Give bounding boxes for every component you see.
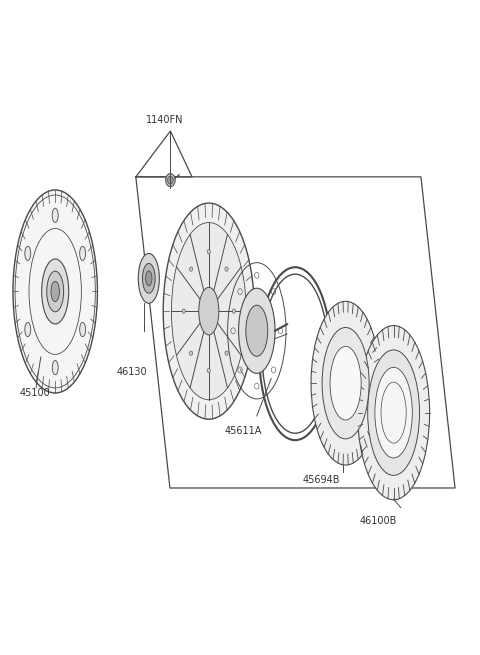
Circle shape (190, 267, 192, 271)
Circle shape (225, 267, 228, 271)
Circle shape (168, 176, 173, 184)
Ellipse shape (42, 259, 69, 324)
Circle shape (182, 309, 185, 313)
Circle shape (232, 309, 236, 313)
Ellipse shape (52, 208, 58, 223)
Circle shape (207, 368, 210, 373)
Ellipse shape (368, 350, 420, 476)
Ellipse shape (145, 271, 152, 286)
Ellipse shape (322, 328, 369, 439)
Ellipse shape (52, 360, 58, 375)
Ellipse shape (199, 288, 219, 335)
Ellipse shape (47, 271, 64, 312)
Circle shape (225, 351, 228, 355)
Circle shape (166, 174, 175, 187)
Ellipse shape (138, 253, 159, 303)
Ellipse shape (311, 301, 380, 465)
Text: 45100: 45100 (19, 388, 50, 398)
Ellipse shape (80, 322, 85, 337)
Circle shape (207, 250, 210, 254)
Ellipse shape (246, 305, 268, 356)
Ellipse shape (25, 246, 31, 261)
Text: 1140FN: 1140FN (146, 115, 184, 125)
Text: 45694B: 45694B (302, 476, 340, 485)
Ellipse shape (375, 367, 412, 458)
Ellipse shape (239, 288, 275, 373)
Ellipse shape (358, 326, 430, 500)
Ellipse shape (25, 322, 31, 337)
Ellipse shape (330, 346, 361, 420)
Ellipse shape (171, 223, 246, 400)
Text: 45611A: 45611A (225, 426, 262, 436)
Ellipse shape (51, 282, 60, 301)
Ellipse shape (143, 263, 155, 293)
Ellipse shape (163, 203, 254, 419)
Circle shape (190, 351, 192, 355)
Ellipse shape (13, 190, 97, 393)
Text: 46100B: 46100B (360, 516, 397, 526)
Ellipse shape (80, 246, 85, 261)
Text: 46130: 46130 (117, 367, 147, 377)
